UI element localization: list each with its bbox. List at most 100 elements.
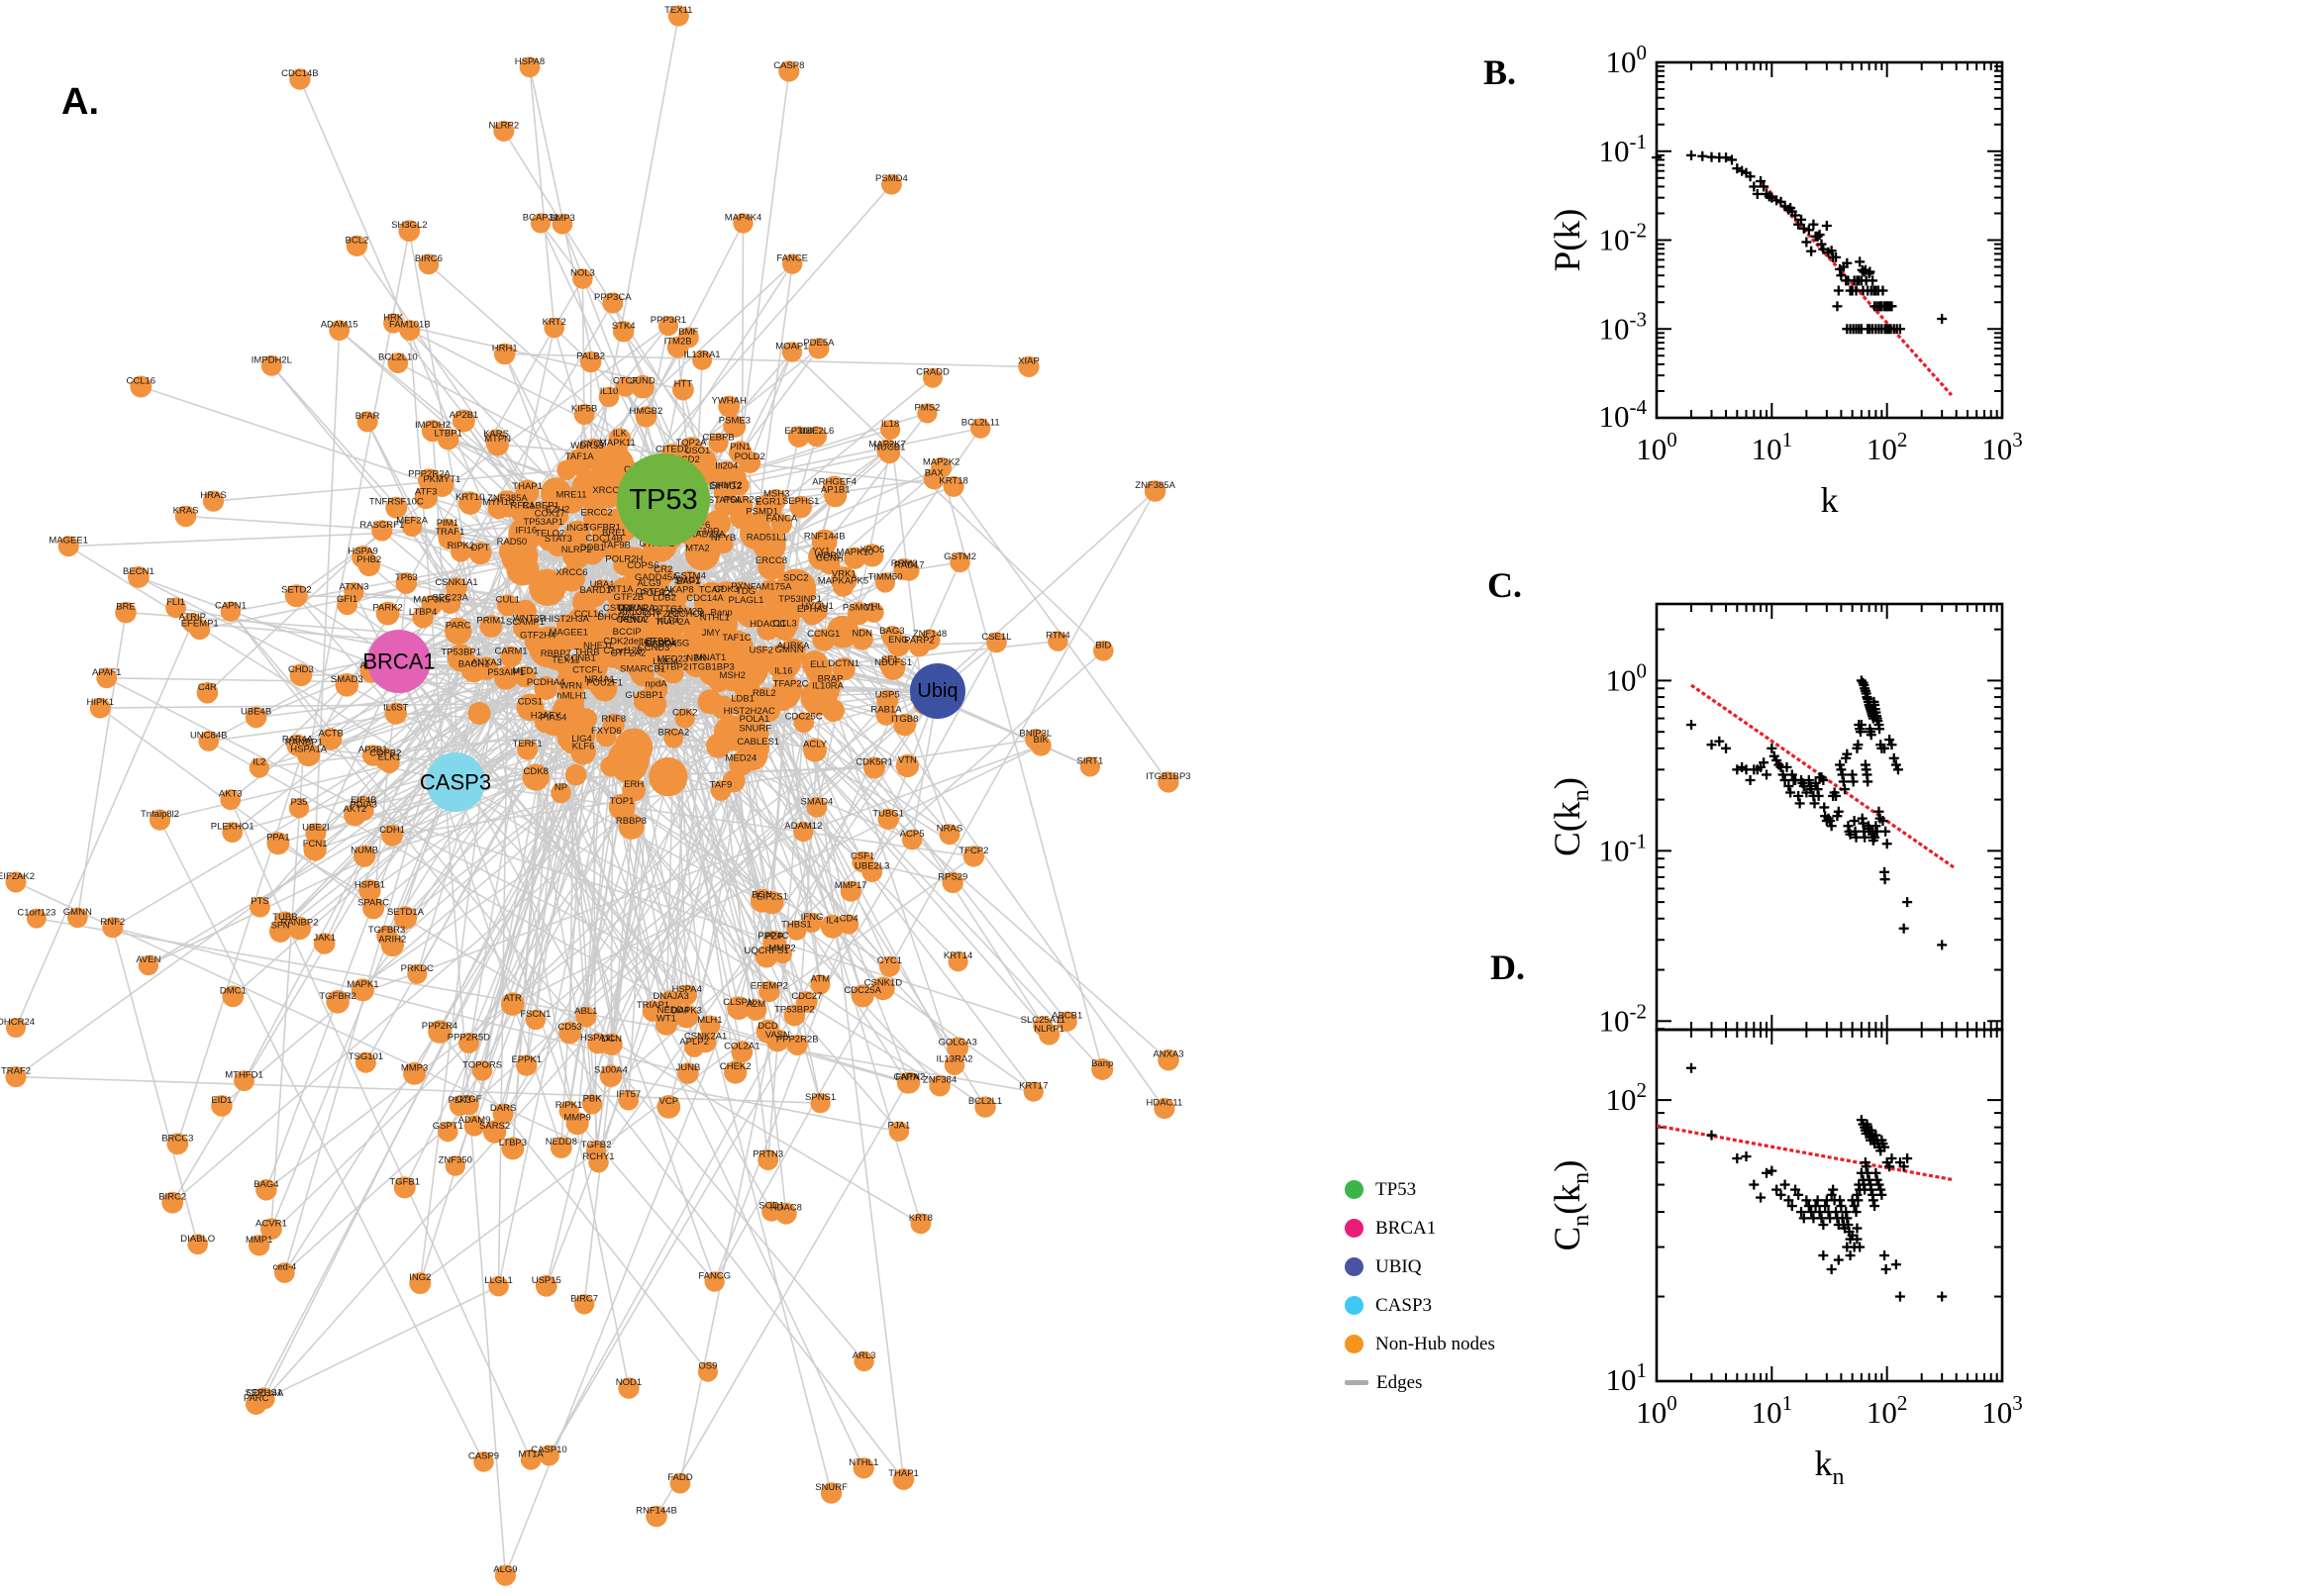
gene-label: CASP10 [531, 1445, 566, 1455]
gene-label: JUNB [675, 1062, 700, 1073]
non-hub-node [375, 601, 400, 626]
gene-label: DCD [758, 1021, 778, 1032]
non-hub-node [755, 945, 778, 968]
non-hub-node [633, 689, 656, 712]
non-hub-node [473, 1451, 494, 1472]
non-hub-node [166, 1133, 189, 1155]
ppi-network-panel: C1orf123 HDAC11 PARC MT1A SEPHS1 TEX11 RNF144B… [0, 5, 1191, 1586]
non-hub-node [383, 313, 404, 334]
non-hub-node [608, 428, 632, 450]
gene-label: BRCC3 [161, 1133, 193, 1144]
gene-label: APAF1 [92, 667, 121, 678]
non-hub-node [552, 213, 573, 235]
non-hub-node [822, 699, 845, 722]
non-hub-node [764, 592, 787, 616]
gene-label: FADD [667, 1472, 692, 1483]
gene-label: PMS2 [914, 402, 940, 413]
gene-label: HYOU1 [801, 601, 834, 612]
gene-label: VRK1 [832, 569, 857, 580]
panel-a-label: A. [61, 81, 99, 123]
gene-label: MLH1 [697, 1015, 722, 1026]
gene-label: CDH1 [379, 825, 405, 836]
non-hub-node [591, 522, 613, 544]
non-hub-node [765, 1029, 789, 1052]
gene-label: TDG [736, 586, 756, 597]
non-hub-node [493, 343, 516, 365]
gene-label: ATF3 [415, 487, 438, 498]
gene-label: BCL2L1 [968, 1096, 1002, 1107]
gene-label: CDK2 [672, 708, 697, 719]
gene-label: POLR2C [724, 495, 761, 506]
gene-label: SPARC [357, 897, 389, 908]
gene-label: ABCB1 [1052, 1011, 1082, 1022]
gene-label: IL2 [252, 757, 265, 768]
non-hub-node [414, 485, 438, 510]
gene-label: TFAP2C [773, 679, 809, 690]
non-hub-node [816, 549, 841, 573]
gene-label: FANCE [776, 253, 808, 264]
gene-label: ARL3 [619, 607, 643, 618]
gene-label: CLSPN [723, 997, 755, 1008]
non-hub-node [467, 701, 491, 725]
gene-label: VTN [898, 755, 917, 766]
y-axis-title: P(k) [1548, 209, 1588, 272]
non-hub-node [692, 349, 713, 370]
gene-label: SMAD4 [801, 796, 834, 807]
gene-label: DNAJA3 [653, 991, 688, 1002]
gene-label: BMP3 [550, 213, 575, 224]
gene-label: IL13RA1 [684, 349, 721, 360]
non-hub-node [910, 1213, 932, 1235]
tick-label: 101 [1752, 1391, 1793, 1430]
non-hub-node [550, 1137, 572, 1158]
non-hub-node [758, 1149, 779, 1170]
non-hub-node [901, 829, 923, 850]
non-hub-node [128, 566, 150, 588]
non-hub-node [596, 620, 618, 642]
non-hub-node [596, 484, 621, 509]
non-hub-node [409, 1272, 432, 1295]
gene-label: KRT14 [944, 950, 972, 961]
gene-label: AKT3 [219, 789, 243, 800]
network-hubs: TP53 BRCA1 Ubiq CASP3 [362, 453, 965, 812]
gene-label: BAP1 [676, 576, 700, 587]
gene-label: BACH1 [458, 658, 490, 669]
gene-label: TP63 [395, 572, 418, 583]
legend-item-casp3: CASP3 [1345, 1286, 1495, 1325]
non-hub-node [525, 1009, 547, 1031]
scatter-points [1686, 1062, 1948, 1302]
gene-label: PHB2 [356, 554, 381, 565]
non-hub-node [165, 597, 187, 619]
gene-label: ELL [810, 659, 827, 670]
gene-label: PRKDC [401, 963, 434, 974]
node-swatch-icon [1345, 1296, 1364, 1315]
gene-label: PSMD4 [875, 173, 908, 184]
non-hub-node [572, 268, 593, 289]
non-hub-node [385, 496, 408, 519]
gene-label: SIRT1 [1077, 755, 1104, 766]
gene-label: CSNK1A1 [435, 577, 477, 588]
non-hub-node [730, 581, 752, 603]
gene-label: EGR1 [756, 497, 781, 508]
gene-label: PDIA3 [350, 800, 376, 811]
gene-label: Banp [711, 608, 733, 619]
tick-label: 103 [1981, 428, 2023, 466]
gene-label: ITM2B [664, 337, 692, 348]
non-hub-node [438, 526, 462, 550]
non-hub-node [896, 1072, 919, 1094]
non-hub-node [888, 1121, 910, 1142]
non-hub-node [853, 1457, 874, 1479]
hub-node-brca1 [367, 630, 431, 693]
gene-label: ZCCHC8 [666, 609, 705, 620]
non-hub-node [556, 614, 577, 636]
gene-label: ARL3 [853, 1350, 876, 1361]
gene-label: TGFB1 [389, 1176, 420, 1187]
gene-label: DIABLO [180, 1234, 215, 1245]
gene-label: MAP2K7 [868, 440, 906, 450]
non-hub-node [711, 608, 732, 629]
tick-label: 10-4 [1599, 395, 1648, 434]
non-hub-node [351, 978, 374, 1002]
non-hub-node [944, 1054, 965, 1075]
non-hub-node [750, 888, 774, 913]
gene-label: PALB2 [576, 351, 605, 362]
